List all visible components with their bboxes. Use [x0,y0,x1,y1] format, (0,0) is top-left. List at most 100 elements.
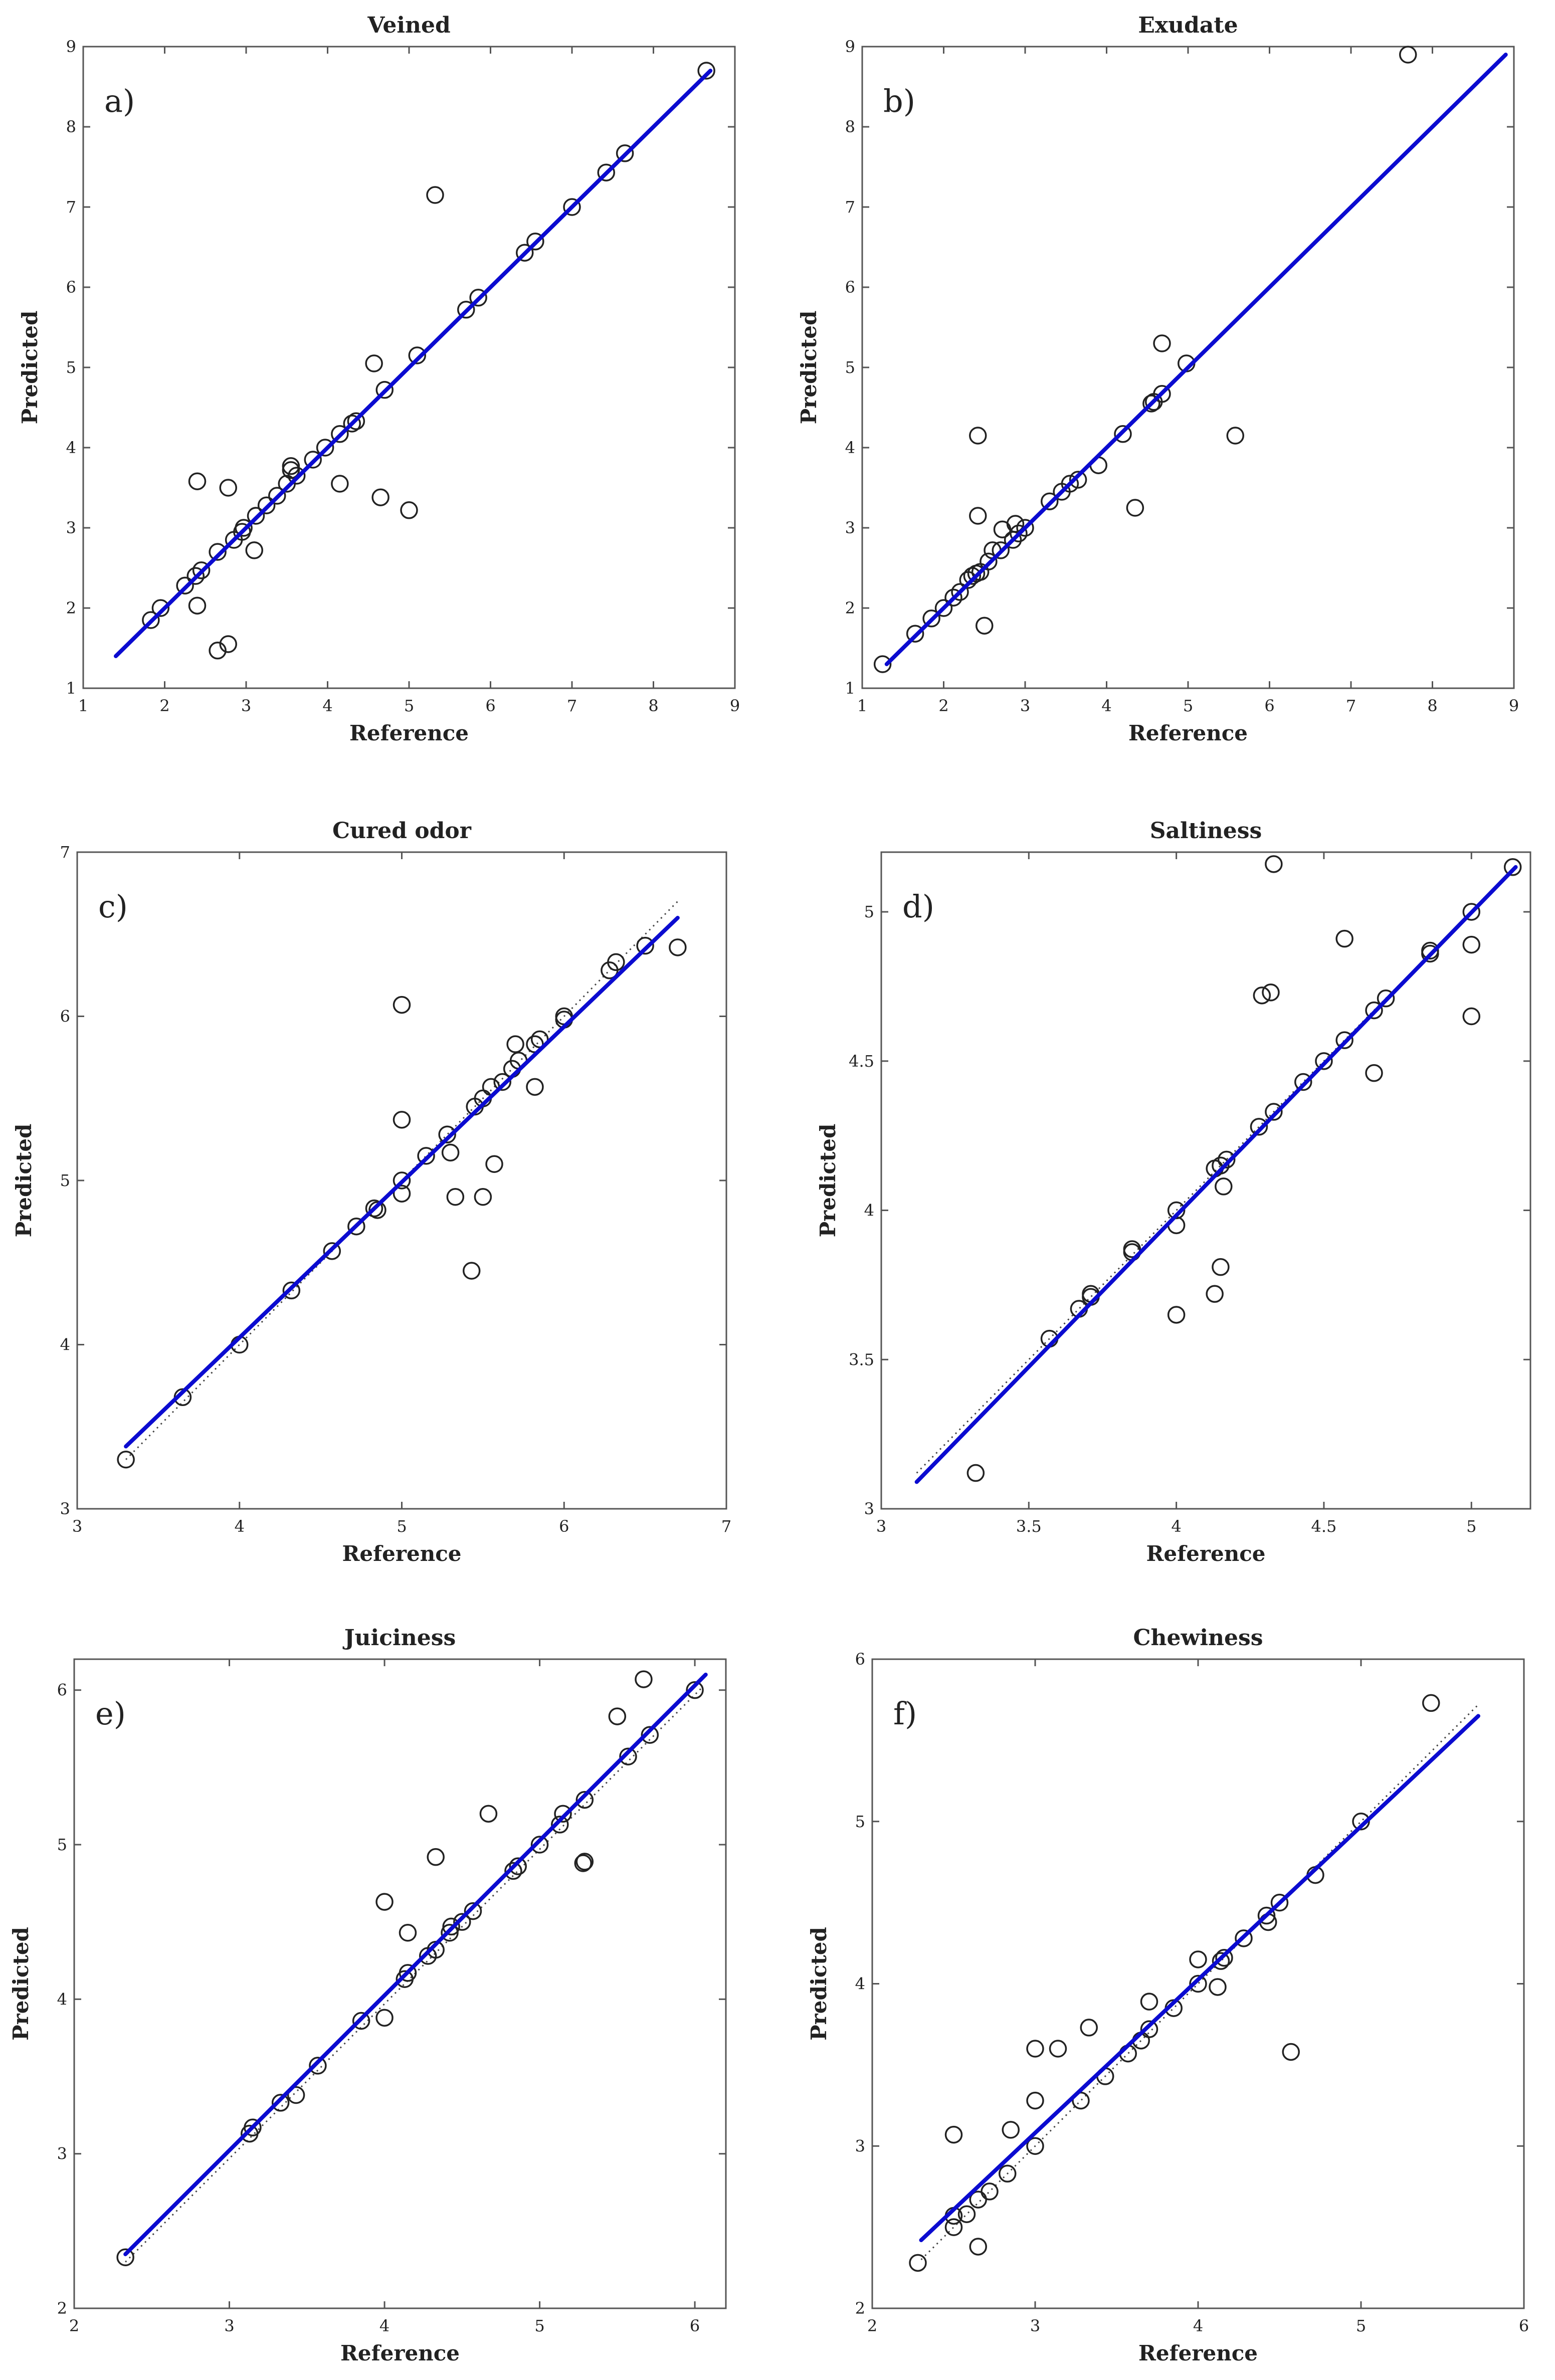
x-tick-label: 5 [534,2316,544,2335]
data-point [574,1854,592,1872]
x-tick-label: 6 [1264,696,1274,715]
data-point [282,461,300,479]
data-point [697,62,715,80]
data-point [441,1924,459,1942]
x-tick-label: 3 [72,1517,82,1536]
data-point [288,467,306,485]
data-point [551,1816,569,1834]
data-point [1140,1993,1158,2011]
data-point [371,488,390,506]
data-point [944,588,962,607]
data-point [375,1893,394,1911]
data-point [1212,1156,1230,1174]
y-tick-label: 5 [855,1812,865,1831]
data-point [1265,1103,1283,1121]
data-point [1282,2043,1300,2061]
data-point [1080,2019,1098,2037]
data-point [365,1199,383,1218]
data-point [1270,1893,1289,1912]
data-point [1016,519,1034,537]
data-point [408,346,426,364]
data-point [575,1853,594,1871]
data-point [922,610,940,628]
data-point [316,439,334,457]
data-point [352,2012,370,2030]
data-point [151,599,170,617]
data-point [619,1747,637,1765]
data-point [442,1917,460,1936]
x-axis-label: Reference [342,1541,461,1566]
data-point [504,1862,522,1880]
x-tick-label: 3 [224,2316,234,2335]
data-point [1257,1906,1276,1925]
chart-title: Saltiness [1150,818,1262,844]
reference-line [920,1704,1479,2260]
data-point [873,655,892,673]
data-point [244,2118,262,2136]
x-tick-label: 7 [1346,696,1356,715]
panel-label: b) [883,83,915,119]
data-point [526,233,544,251]
y-tick-label: 6 [66,278,76,297]
fit-line [884,53,1508,666]
data-point [597,163,615,181]
y-tick-label: 5 [60,1171,70,1190]
data-point [188,472,207,490]
data-point [1462,1007,1481,1026]
chart-panel-f: Chewiness f) 2 3 4 5 6 2 3 4 5 6 Reference Predicted [807,1625,1529,2365]
y-tick-label: 4 [864,1201,874,1220]
data-point [457,301,475,319]
y-tick-label: 9 [66,37,76,56]
data-point [1010,524,1028,542]
y-tick-label: 5 [66,358,76,377]
data-point [1026,2091,1044,2110]
data-point [635,1670,653,1688]
data-point [944,2218,963,2236]
data-point [375,2009,394,2027]
data-point [1421,941,1439,960]
x-tick-label: 3 [1030,2316,1040,2335]
x-axis-label: Reference [340,2341,460,2365]
data-point [1209,1978,1227,1996]
x-tick-label: 3.5 [1016,1517,1042,1536]
data-point [1235,1929,1253,1947]
x-tick-label: 9 [1509,696,1519,715]
data-point [393,1184,411,1203]
data-point [669,938,687,956]
data-point [963,567,982,585]
data-point [1189,1974,1207,1993]
data-point [393,996,411,1014]
data-point [1049,2040,1067,2058]
x-tick-label: 2 [867,2316,877,2335]
data-point [441,1143,460,1162]
data-point [1365,1064,1383,1082]
x-tick-label: 5 [404,696,414,715]
data-point [219,635,237,653]
y-tick-label: 4 [66,438,76,457]
y-tick-label: 9 [845,37,855,56]
data-point [282,1281,301,1300]
x-tick-label: 4 [1101,696,1111,715]
data-point [969,507,987,525]
y-axis-label: Predicted [797,311,821,425]
chart-panel-c: Cured odor c) 3 4 5 6 7 3 4 5 6 7 Reference Predicted [12,818,731,1566]
reference-line [125,1686,703,2263]
data-point [1462,935,1481,954]
data-point [976,617,994,635]
data-point [636,936,654,955]
y-tick-label: 6 [855,1650,865,1669]
y-tick-label: 3 [60,1499,70,1518]
data-point [1123,1240,1141,1258]
data-point [257,496,276,514]
data-point [453,1913,471,1931]
data-point [464,1902,482,1920]
data-point [1315,1052,1333,1070]
data-point [1212,1258,1230,1276]
y-tick-label: 4 [845,438,855,457]
data-point [1026,2137,1044,2155]
data-point [1026,2040,1044,2058]
data-point [686,1681,704,1699]
x-tick-label: 6 [485,696,495,715]
data-point [1061,475,1079,493]
